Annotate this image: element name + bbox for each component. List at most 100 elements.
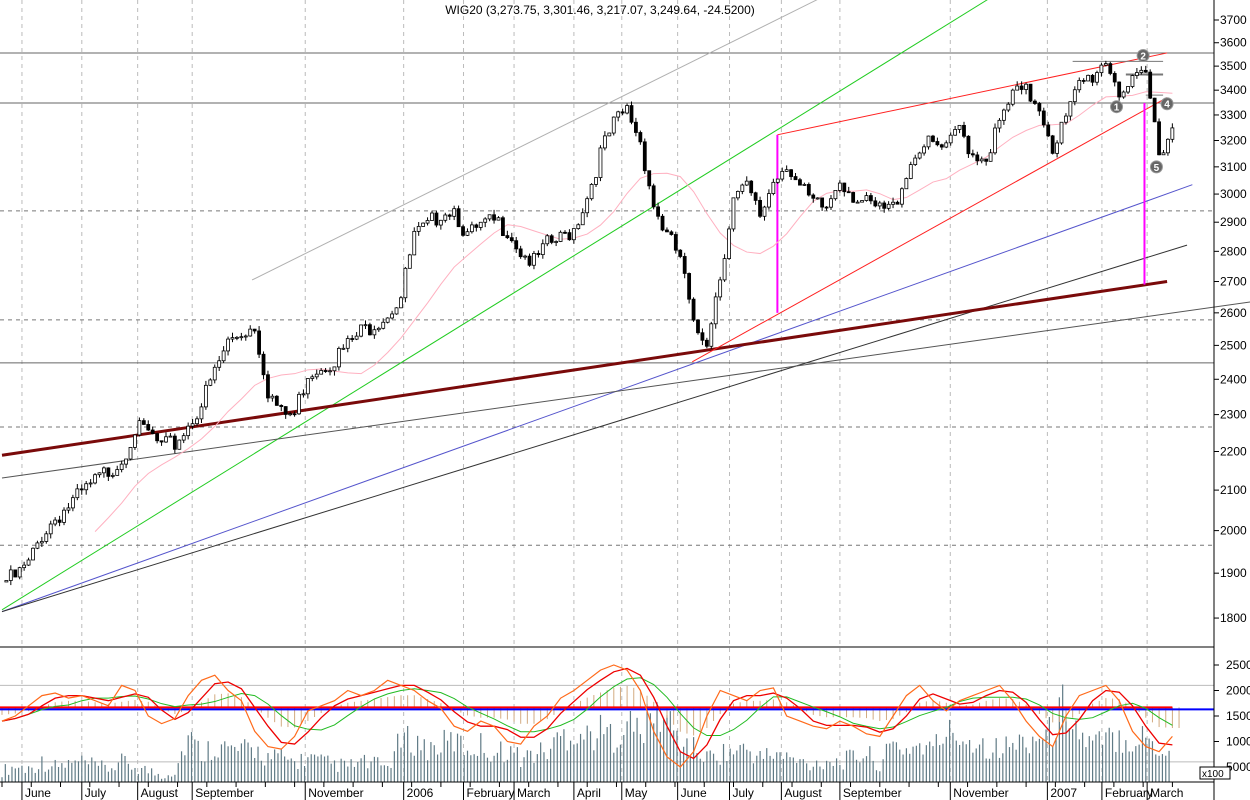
lower-tick-label: 25000 xyxy=(1226,658,1250,672)
price-tick-label: 2900 xyxy=(1220,215,1247,229)
candle-body xyxy=(536,253,541,256)
candle-body xyxy=(452,208,457,217)
candle-body xyxy=(931,135,935,142)
candle-body xyxy=(168,435,173,438)
trendlines xyxy=(1,0,1250,613)
maroon-support-line xyxy=(1,280,1168,457)
candle-body xyxy=(740,184,745,192)
candle-body xyxy=(735,191,740,199)
candle-body xyxy=(753,192,758,201)
red-wedge-lower xyxy=(692,97,1168,363)
x-tick-label: November xyxy=(308,786,363,800)
candle-body xyxy=(873,200,878,207)
candle-body xyxy=(651,185,656,208)
price-tick-label: 1800 xyxy=(1220,611,1247,625)
candle-body xyxy=(1015,85,1020,91)
candle-body xyxy=(1139,69,1144,73)
candle-body xyxy=(217,360,222,368)
candle-body xyxy=(1037,103,1042,112)
candle-body xyxy=(1170,127,1175,140)
candles xyxy=(4,60,1175,586)
candle-body xyxy=(713,296,718,325)
x-tick-label: July xyxy=(85,786,106,800)
candle-body xyxy=(660,215,665,231)
candle-body xyxy=(509,237,514,242)
candle-body xyxy=(514,240,519,250)
candle-body xyxy=(602,135,607,149)
candle-body xyxy=(332,366,337,372)
candle-body xyxy=(44,533,49,542)
candle-body xyxy=(53,519,58,525)
candle-body xyxy=(576,224,581,230)
candle-body xyxy=(957,124,962,130)
candle-body xyxy=(829,198,833,208)
candle-body xyxy=(252,328,257,332)
candle-body xyxy=(288,413,293,416)
candle-body xyxy=(1001,109,1006,121)
candle-body xyxy=(1161,152,1166,156)
lower-tick-label: 20000 xyxy=(1226,684,1250,698)
candle-body xyxy=(540,243,545,256)
candle-body xyxy=(75,488,80,499)
candle-body xyxy=(824,206,829,209)
candle-body xyxy=(815,197,820,200)
candle-body xyxy=(1006,103,1011,111)
candle-body xyxy=(1041,110,1046,126)
candle-body xyxy=(385,317,390,323)
candle-body xyxy=(625,105,629,114)
candle-body xyxy=(501,217,505,236)
candle-body xyxy=(718,279,723,298)
candle-body xyxy=(647,170,652,187)
candle-body xyxy=(762,206,767,217)
candle-body xyxy=(589,184,594,200)
candle-body xyxy=(908,164,913,179)
candle-body xyxy=(48,523,53,535)
candle-body xyxy=(1152,97,1157,123)
candle-body xyxy=(301,393,306,396)
candle-body xyxy=(487,214,492,220)
candle-body xyxy=(789,169,793,177)
candle-body xyxy=(248,328,253,337)
candle-body xyxy=(164,436,168,443)
x-tick-label: September xyxy=(843,786,902,800)
candle-body xyxy=(975,154,980,162)
candle-body xyxy=(1103,63,1108,66)
candle-body xyxy=(323,370,328,372)
candle-body xyxy=(678,249,683,257)
multiplier-label: x100 xyxy=(1202,769,1224,780)
candle-body xyxy=(106,467,111,477)
candle-body xyxy=(966,135,971,155)
wave-marker-circle xyxy=(1110,100,1124,114)
candle-body xyxy=(190,423,195,427)
candle-body xyxy=(669,231,674,235)
candle-body xyxy=(266,374,270,399)
price-tick-label: 3000 xyxy=(1220,187,1247,201)
candle-body xyxy=(563,231,567,234)
candle-body xyxy=(478,221,483,228)
candle-body xyxy=(727,228,731,260)
moving-average-line xyxy=(94,91,1173,532)
candle-body xyxy=(483,218,488,223)
candle-body xyxy=(93,474,97,484)
wave-marker-label: 4 xyxy=(1164,100,1170,111)
candle-body xyxy=(744,180,749,186)
candle-body xyxy=(704,339,709,347)
candle-body xyxy=(1010,89,1015,105)
price-tick-label: 1900 xyxy=(1220,566,1247,580)
candle-body xyxy=(438,219,443,226)
candle-body xyxy=(895,201,900,205)
candle-body xyxy=(518,248,523,258)
candle-body xyxy=(57,519,62,523)
candle-body xyxy=(70,497,75,509)
price-tick-label: 2800 xyxy=(1220,244,1247,258)
price-tick-label: 3100 xyxy=(1220,160,1247,174)
candle-body xyxy=(1090,74,1095,83)
candle-body xyxy=(749,180,754,194)
x-tick-label: February xyxy=(1105,786,1153,800)
indicator-pane xyxy=(0,664,1214,782)
candle-body xyxy=(505,235,510,239)
candle-body xyxy=(917,152,922,159)
candle-body xyxy=(629,105,634,123)
candle-body xyxy=(802,184,807,186)
price-tick-label: 2500 xyxy=(1220,338,1247,352)
